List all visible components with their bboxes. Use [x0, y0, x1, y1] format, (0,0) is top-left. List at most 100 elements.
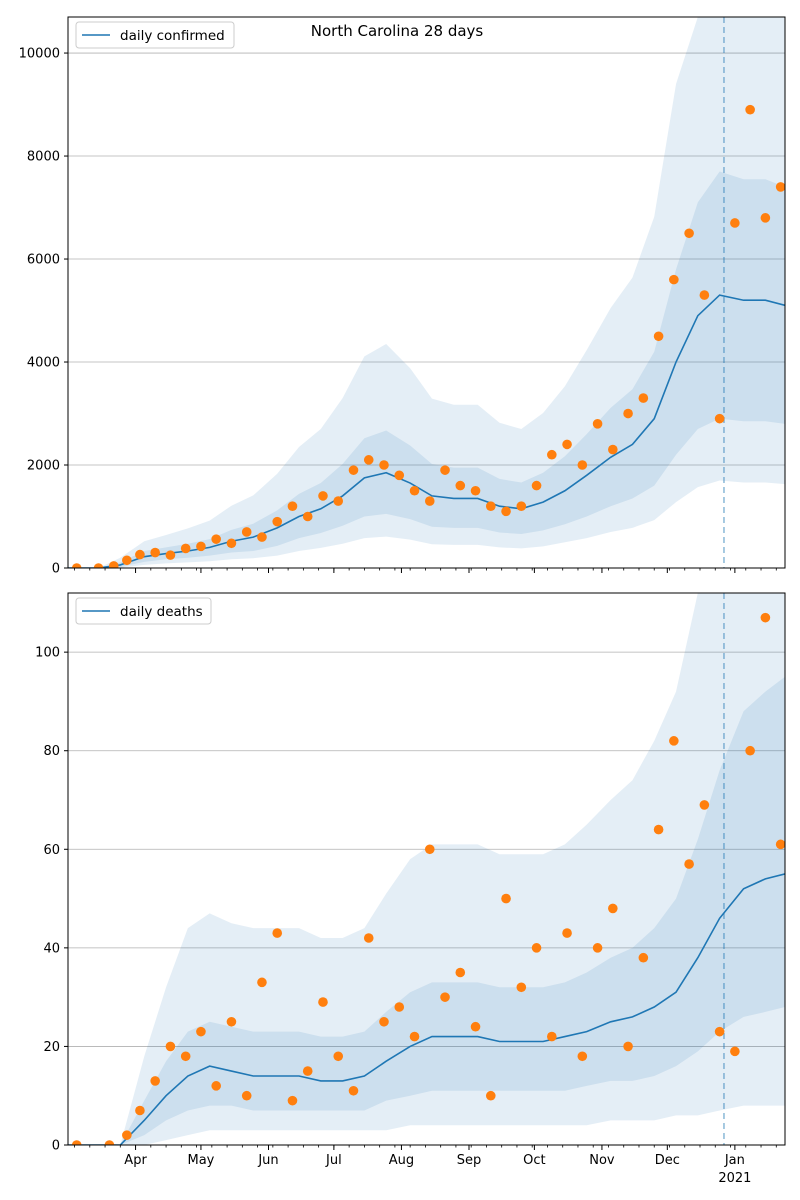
x-tick-label: Jul	[325, 1153, 342, 1168]
data-point	[669, 736, 679, 746]
x-tick-label: Apr	[124, 1153, 147, 1168]
data-point	[684, 859, 694, 869]
data-point	[71, 563, 82, 568]
data-point	[455, 967, 466, 978]
data-point	[257, 977, 267, 988]
data-point	[730, 1046, 740, 1057]
data-point	[363, 455, 374, 465]
data-point	[165, 550, 176, 560]
x-tick-label: Jan	[724, 1153, 745, 1168]
data-point	[302, 1066, 313, 1076]
data-point	[699, 290, 710, 300]
x-tick-label: Sep	[457, 1153, 482, 1168]
data-point	[745, 104, 755, 115]
data-point	[211, 1081, 221, 1091]
figure-title: North Carolina 28 days	[311, 22, 484, 40]
data-point	[394, 470, 405, 481]
data-point	[226, 538, 237, 549]
data-point	[257, 532, 267, 542]
data-point	[775, 182, 785, 192]
data-point	[531, 480, 542, 491]
x-tick-label: Oct	[523, 1153, 545, 1168]
data-point	[333, 1051, 344, 1062]
data-point	[424, 496, 435, 506]
data-point	[226, 1016, 237, 1027]
data-point	[71, 1140, 82, 1145]
confirmed-panel: 0 2000 4000 6000 8000 10000 daily confirmed	[19, 16, 786, 577]
data-point	[592, 419, 603, 429]
data-point	[180, 1051, 191, 1062]
data-point	[577, 460, 588, 470]
data-point	[196, 1026, 206, 1037]
data-point	[516, 501, 527, 512]
data-point	[485, 1090, 496, 1101]
data-point	[379, 460, 389, 470]
y-tick-label: 80	[43, 744, 60, 759]
data-point	[623, 408, 633, 419]
data-point	[501, 893, 511, 904]
data-point	[348, 465, 359, 475]
data-point	[714, 413, 725, 424]
y-tick-label: 2000	[27, 459, 60, 474]
data-point	[470, 1021, 481, 1032]
data-point	[684, 228, 694, 239]
y-tick-label: 60	[43, 843, 60, 858]
data-point	[623, 1041, 633, 1052]
uncertainty-band	[68, 593, 785, 1145]
data-point	[516, 982, 527, 993]
data-point	[608, 903, 618, 914]
data-point	[348, 1085, 359, 1096]
x-tick-label: Dec	[655, 1153, 680, 1168]
data-point	[455, 480, 466, 491]
y-tick-label: 100	[35, 646, 60, 661]
data-point	[669, 274, 679, 285]
data-point	[318, 491, 328, 501]
data-point	[547, 449, 557, 460]
y-tick-label: 0	[52, 562, 60, 577]
data-point	[653, 824, 664, 835]
y-tick-label: 4000	[27, 356, 60, 371]
legend: daily confirmed	[75, 21, 235, 49]
data-point	[501, 506, 511, 517]
series-line	[68, 294, 785, 568]
legend: daily deaths	[75, 597, 212, 625]
deaths-panel: 0 20 40 60 80 100 Apr May Jun Jul Aug Sep Oct Nov Dec J…	[35, 592, 786, 1186]
data-point	[241, 1090, 252, 1101]
uncertainty-band	[68, 676, 785, 1145]
y-tick-label: 6000	[27, 253, 60, 268]
data-point	[638, 393, 649, 403]
data-point	[241, 527, 252, 537]
data-point	[272, 516, 283, 527]
data-point	[562, 928, 572, 938]
data-point	[760, 612, 771, 623]
data-point	[363, 933, 374, 943]
x-tick-label: Jun	[257, 1153, 278, 1168]
legend-label: daily confirmed	[120, 28, 225, 44]
data-point	[409, 1031, 420, 1042]
data-point	[699, 800, 710, 810]
data-point	[653, 331, 664, 342]
data-point	[760, 213, 771, 223]
data-point	[440, 992, 450, 1002]
data-point	[608, 444, 618, 455]
data-point	[485, 501, 496, 512]
data-point	[470, 485, 481, 496]
uncertainty-band	[68, 171, 785, 568]
data-point	[211, 534, 221, 544]
x-tick-label: May	[187, 1153, 214, 1168]
axes-frame	[67, 592, 786, 1146]
data-point	[196, 541, 206, 552]
data-point	[730, 218, 740, 228]
data-point	[104, 1140, 115, 1145]
data-point	[562, 439, 572, 450]
axes-frame	[67, 16, 786, 569]
data-point	[379, 1016, 389, 1027]
data-point	[302, 511, 313, 522]
data-point	[424, 844, 435, 855]
data-point	[180, 543, 191, 554]
data-point	[638, 952, 649, 963]
data-point	[318, 997, 328, 1007]
data-point	[531, 943, 542, 953]
year-label: 2021	[718, 1171, 751, 1186]
